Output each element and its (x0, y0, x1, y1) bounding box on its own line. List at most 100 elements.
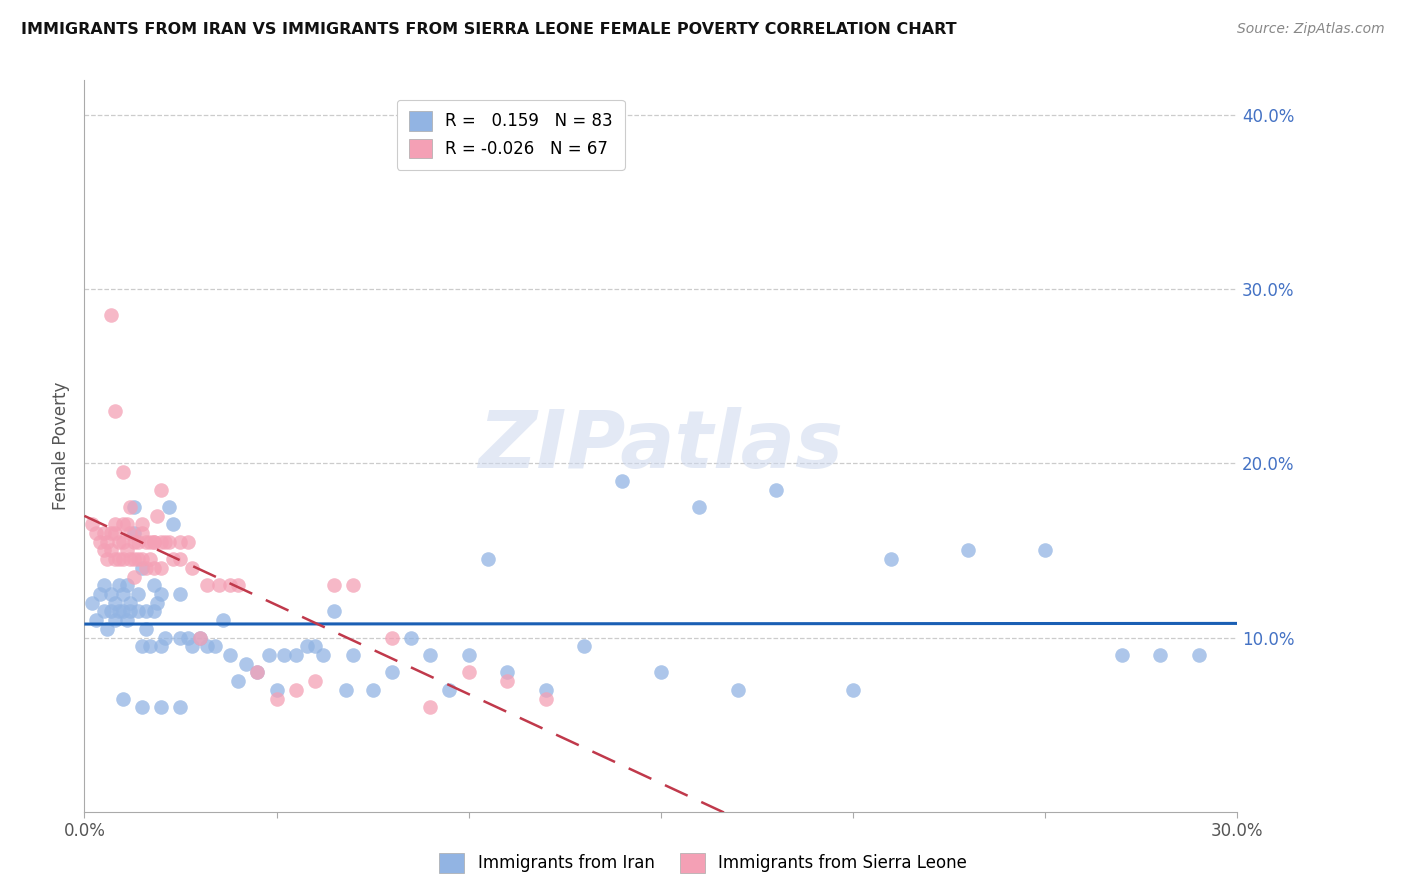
Point (111, 465, 134, 479)
Point (219, 578, 242, 592)
Point (650, 665, 672, 680)
Point (342, 578, 364, 592)
Point (131, 526, 153, 541)
Point (1033, 543, 1056, 558)
Point (115, 613, 138, 627)
Point (169, 587, 191, 601)
Point (235, 657, 257, 671)
Point (246, 665, 269, 680)
Point (138, 552, 160, 566)
Point (142, 604, 165, 618)
Point (127, 552, 149, 566)
Point (93, 526, 115, 541)
Point (142, 534, 165, 549)
Point (100, 587, 122, 601)
Point (284, 648, 307, 662)
Point (162, 517, 184, 532)
Point (124, 526, 146, 541)
Point (80, 596, 103, 610)
Point (120, 604, 142, 618)
Point (273, 648, 295, 662)
Point (100, 543, 122, 558)
Point (177, 631, 200, 645)
Point (127, 604, 149, 618)
Point (226, 578, 249, 592)
Point (104, 517, 127, 532)
Point (457, 665, 479, 680)
Point (880, 552, 903, 566)
Point (496, 665, 519, 680)
Text: ZIPatlas: ZIPatlas (478, 407, 844, 485)
Point (1111, 648, 1133, 662)
Point (124, 569, 146, 583)
Point (111, 604, 134, 618)
Point (195, 640, 218, 654)
Point (284, 682, 307, 697)
Point (266, 682, 288, 697)
Point (162, 552, 184, 566)
Point (80, 517, 103, 532)
Point (153, 631, 176, 645)
Point (246, 665, 269, 680)
Point (150, 561, 173, 575)
Point (135, 534, 157, 549)
Point (127, 534, 149, 549)
Point (323, 578, 346, 592)
Point (381, 631, 404, 645)
Point (146, 596, 169, 610)
Point (688, 500, 710, 514)
Point (135, 561, 157, 575)
Point (138, 534, 160, 549)
Point (115, 578, 138, 592)
Point (153, 534, 176, 549)
Point (534, 682, 557, 697)
Point (104, 552, 127, 566)
Point (181, 561, 204, 575)
Point (104, 526, 127, 541)
Point (104, 613, 127, 627)
Point (100, 309, 122, 323)
Point (1188, 648, 1211, 662)
Point (131, 700, 153, 714)
Point (727, 682, 749, 697)
Legend: Immigrants from Iran, Immigrants from Sierra Leone: Immigrants from Iran, Immigrants from Si… (433, 847, 973, 880)
Point (150, 587, 173, 601)
Point (108, 604, 131, 618)
Point (439, 682, 461, 697)
Point (108, 552, 131, 566)
Point (208, 578, 231, 592)
Point (108, 578, 131, 592)
Point (96, 622, 118, 636)
Point (195, 578, 218, 592)
Point (124, 500, 146, 514)
Point (765, 483, 787, 497)
Point (138, 640, 160, 654)
Point (188, 631, 211, 645)
Point (111, 534, 134, 549)
Point (342, 648, 364, 662)
Point (111, 691, 134, 706)
Point (323, 604, 346, 618)
Point (111, 552, 134, 566)
Point (177, 534, 200, 549)
Point (127, 587, 149, 601)
Point (108, 534, 131, 549)
Point (84, 526, 107, 541)
Point (381, 665, 404, 680)
Point (572, 640, 595, 654)
Point (142, 534, 165, 549)
Point (111, 517, 134, 532)
Y-axis label: Female Poverty: Female Poverty (52, 382, 70, 510)
Point (169, 552, 191, 566)
Point (257, 648, 280, 662)
Point (93, 543, 115, 558)
Point (150, 640, 173, 654)
Point (142, 578, 165, 592)
Point (157, 534, 180, 549)
Point (120, 596, 142, 610)
Point (311, 648, 333, 662)
Point (96, 552, 118, 566)
Point (142, 561, 165, 575)
Point (93, 578, 115, 592)
Point (304, 674, 326, 689)
